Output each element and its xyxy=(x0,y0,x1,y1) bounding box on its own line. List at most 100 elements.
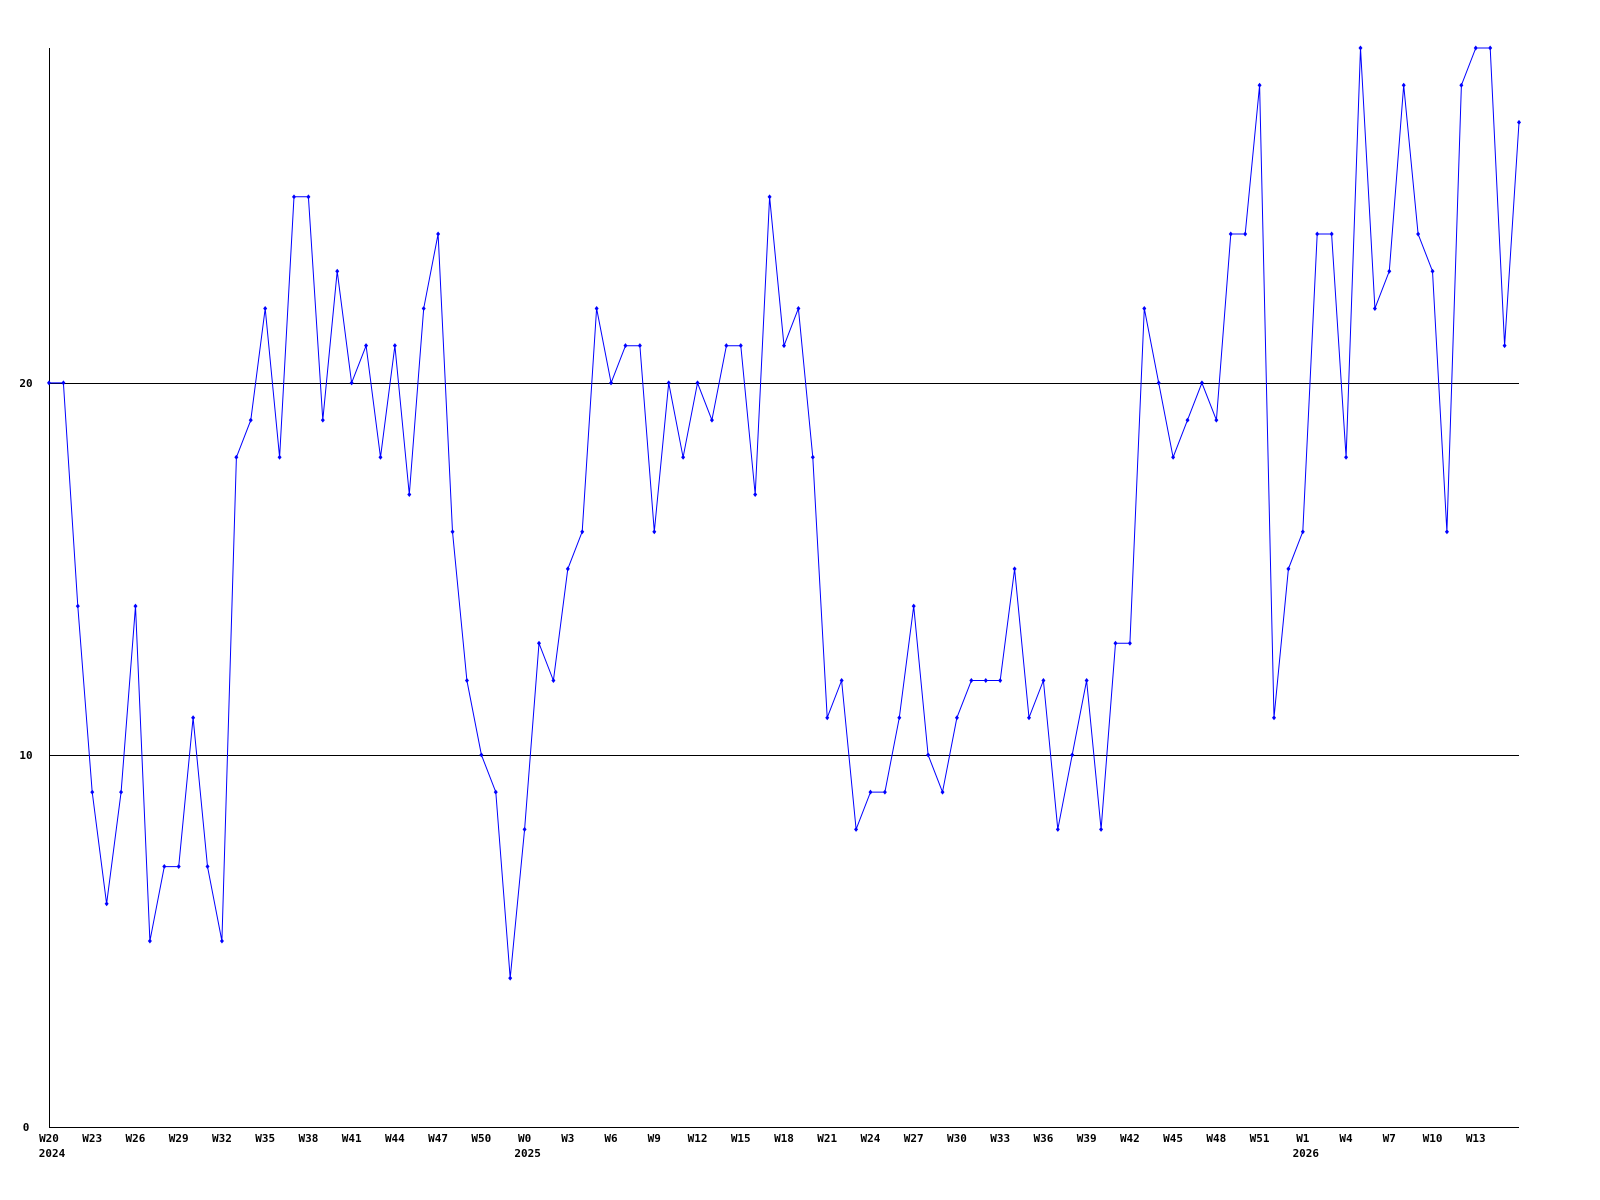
data-point xyxy=(90,789,95,795)
data-point xyxy=(609,380,614,386)
data-point xyxy=(407,491,412,497)
data-point xyxy=(176,864,181,870)
x-tick-label: W36 xyxy=(1033,1132,1053,1145)
x-tick-label: W0 xyxy=(518,1132,531,1145)
data-point xyxy=(623,343,628,349)
x-tick-label: W50 xyxy=(471,1132,491,1145)
data-point xyxy=(1459,82,1464,88)
data-point xyxy=(1300,529,1305,535)
data-point xyxy=(1286,566,1291,572)
data-point xyxy=(882,789,887,795)
data-point xyxy=(666,380,671,386)
data-point xyxy=(594,305,599,311)
x-tick-label: W20 xyxy=(39,1132,59,1145)
data-point xyxy=(219,938,224,944)
data-point xyxy=(1185,417,1190,423)
data-point xyxy=(983,678,988,684)
data-point xyxy=(1401,82,1406,88)
data-point xyxy=(320,417,325,423)
data-point xyxy=(104,901,109,907)
x-tick-label: W33 xyxy=(990,1132,1010,1145)
data-point xyxy=(565,566,570,572)
x-tick-label: W44 xyxy=(385,1132,405,1145)
data-point xyxy=(940,789,945,795)
y-tick-label: 20 xyxy=(19,377,32,390)
x-tick-label: W18 xyxy=(774,1132,794,1145)
data-point xyxy=(796,305,801,311)
data-point xyxy=(263,305,268,311)
x-tick-label: W41 xyxy=(342,1132,362,1145)
x-tick-label: W23 xyxy=(82,1132,102,1145)
data-point xyxy=(119,789,124,795)
data-point xyxy=(162,864,167,870)
data-point xyxy=(205,864,210,870)
data-point xyxy=(969,678,974,684)
data-point xyxy=(825,715,830,721)
data-point xyxy=(753,491,758,497)
data-point xyxy=(378,454,383,460)
data-point xyxy=(1099,826,1104,832)
data-point xyxy=(1055,826,1060,832)
data-point xyxy=(1199,380,1204,386)
data-point xyxy=(897,715,902,721)
data-point xyxy=(580,529,585,535)
data-point xyxy=(810,454,815,460)
data-point xyxy=(364,343,369,349)
x-tick-label: W6 xyxy=(604,1132,618,1145)
data-point xyxy=(147,938,152,944)
x-tick-label: W7 xyxy=(1383,1132,1396,1145)
data-point xyxy=(1444,529,1449,535)
data-point xyxy=(436,231,441,237)
data-point xyxy=(998,678,1003,684)
data-point xyxy=(1084,678,1089,684)
x-tick-label: W27 xyxy=(904,1132,924,1145)
x-tick-label: W26 xyxy=(126,1132,146,1145)
data-point xyxy=(637,343,642,349)
data-point xyxy=(537,640,541,646)
x-tick-label: W12 xyxy=(688,1132,708,1145)
y-tick-label: 0 xyxy=(23,1121,30,1134)
data-point xyxy=(1041,678,1046,684)
data-point xyxy=(1358,45,1363,51)
data-point xyxy=(47,380,51,386)
data-point xyxy=(1344,454,1349,460)
data-point xyxy=(1502,343,1507,349)
data-point xyxy=(652,529,657,535)
x-tick-label: W32 xyxy=(212,1132,232,1145)
data-point xyxy=(1416,231,1421,237)
data-point xyxy=(1488,45,1493,51)
x-year-label: 2024 xyxy=(39,1147,66,1160)
x-tick-label: W1 xyxy=(1296,1132,1310,1145)
data-point xyxy=(868,789,873,795)
data-point xyxy=(522,826,527,832)
x-year-label: 2026 xyxy=(1293,1147,1320,1160)
data-point xyxy=(839,678,844,684)
data-point xyxy=(1473,45,1478,51)
data-point xyxy=(782,343,786,349)
data-point xyxy=(61,380,66,386)
data-point xyxy=(709,417,714,423)
data-point xyxy=(450,529,455,535)
data-point xyxy=(1243,231,1248,237)
data-point xyxy=(277,454,282,460)
data-point xyxy=(1127,640,1132,646)
data-point xyxy=(681,454,686,460)
x-year-label: 2025 xyxy=(514,1147,541,1160)
data-point xyxy=(479,752,484,758)
x-tick-label: W21 xyxy=(817,1132,837,1145)
data-point xyxy=(1012,566,1017,572)
data-point xyxy=(75,603,80,609)
data-point xyxy=(911,603,916,609)
data-point xyxy=(551,678,556,684)
data-point xyxy=(1156,380,1161,386)
x-tick-label: W29 xyxy=(169,1132,189,1145)
data-point xyxy=(421,305,426,311)
data-point xyxy=(1517,119,1521,125)
x-tick-label: W38 xyxy=(298,1132,318,1145)
y-tick-label: 10 xyxy=(19,749,32,762)
x-tick-label: W45 xyxy=(1163,1132,1183,1145)
x-tick-label: W42 xyxy=(1120,1132,1140,1145)
data-point xyxy=(1430,268,1435,274)
data-point xyxy=(854,826,859,832)
